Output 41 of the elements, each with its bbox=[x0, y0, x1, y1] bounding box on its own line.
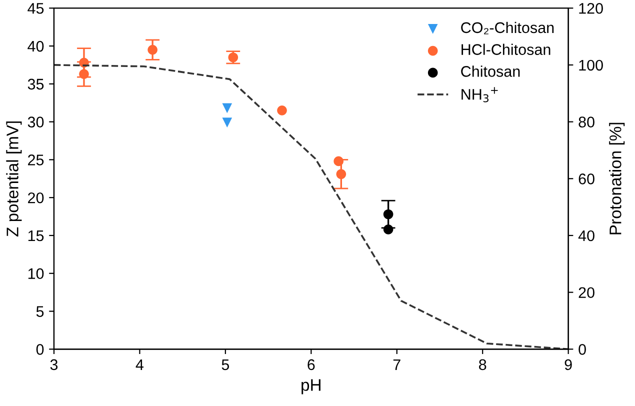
point bbox=[148, 44, 158, 55]
point bbox=[222, 103, 232, 114]
legend-label: HCl-Chitosan bbox=[462, 44, 550, 55]
y-tick-label: 45 bbox=[28, 3, 44, 14]
x-tick-label: 8 bbox=[479, 359, 486, 370]
legend-label: NH$_{3}$$^{+}$ bbox=[462, 87, 498, 102]
y-tick-label: 20 bbox=[28, 192, 44, 204]
point bbox=[79, 69, 89, 79]
y2-tick-label: 40 bbox=[578, 230, 594, 242]
y-tick-label: 0 bbox=[36, 344, 44, 355]
point bbox=[277, 106, 287, 116]
x-tick-label: 3 bbox=[50, 359, 58, 370]
x-tick-label: 9 bbox=[564, 359, 572, 370]
y-tick-label: 10 bbox=[28, 268, 44, 280]
y-axis-title: Z potential [mV] bbox=[6, 121, 22, 236]
y-tick-label: 5 bbox=[36, 306, 44, 317]
point bbox=[383, 209, 394, 220]
legend-label: CO₂-Chitosan bbox=[461, 22, 554, 34]
x-axis-title: pH bbox=[302, 379, 320, 394]
point bbox=[334, 156, 344, 166]
y-tick-label: 30 bbox=[28, 116, 44, 128]
x-tick-label: 4 bbox=[136, 359, 144, 370]
x-tick-label: 6 bbox=[308, 359, 315, 370]
point bbox=[222, 118, 232, 128]
y2-axis-title: Protonation [%] bbox=[609, 122, 625, 234]
legend-label: Chitosan bbox=[461, 66, 520, 77]
point bbox=[383, 224, 394, 234]
y-tick-label: 40 bbox=[28, 40, 44, 52]
y2-tick-label: 100 bbox=[579, 60, 603, 71]
x-tick-label: 5 bbox=[222, 359, 230, 370]
y-tick-label: 15 bbox=[28, 230, 44, 242]
y2-tick-label: 0 bbox=[578, 344, 586, 355]
y-tick-label: 35 bbox=[28, 78, 44, 90]
y2-tick-label: 80 bbox=[578, 116, 594, 128]
y2-tick-label: 120 bbox=[579, 2, 603, 14]
y2-tick-label: 60 bbox=[578, 174, 594, 184]
x-tick-label: 7 bbox=[393, 359, 400, 370]
y-tick-label: 25 bbox=[28, 154, 44, 166]
y2-tick-label: 20 bbox=[578, 287, 594, 298]
point bbox=[336, 169, 346, 180]
point bbox=[228, 52, 238, 62]
